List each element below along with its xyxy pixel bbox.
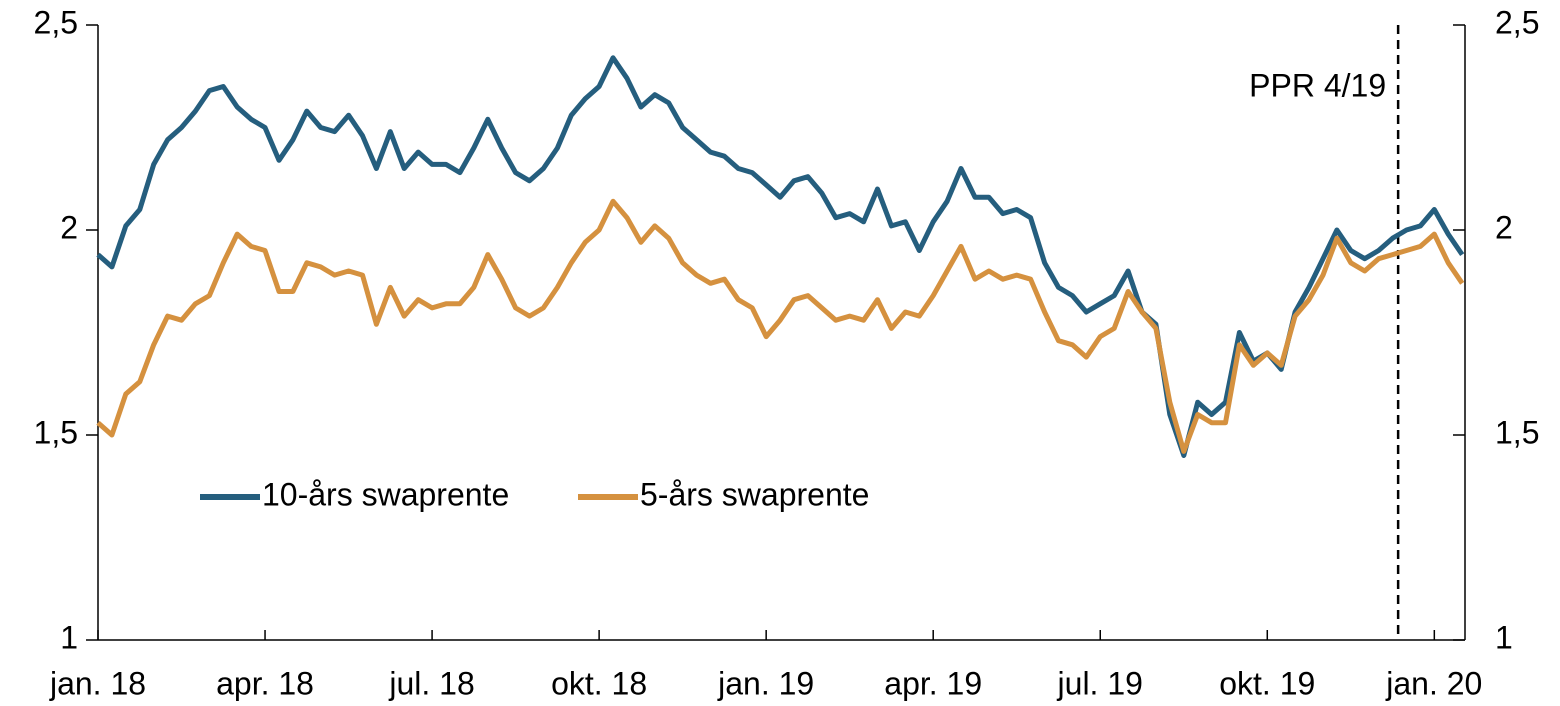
- y2-tick-label: 1: [1495, 619, 1513, 655]
- y2-tick-label: 1,5: [1495, 414, 1539, 450]
- legend-label: 10-års swaprente: [262, 476, 509, 512]
- x-tick-label: jul. 18: [388, 665, 474, 701]
- x-tick-label: okt. 18: [551, 665, 647, 701]
- x-tick-label: apr. 19: [884, 665, 982, 701]
- legend-label: 5-års swaprente: [640, 476, 869, 512]
- y2-tick-label: 2,5: [1495, 4, 1539, 40]
- x-tick-label: jan. 19: [717, 665, 814, 701]
- annotation-label: PPR 4/19: [1249, 67, 1386, 103]
- x-tick-label: jan. 20: [1385, 665, 1482, 701]
- y-tick-label: 1: [60, 619, 78, 655]
- x-tick-label: jan. 18: [49, 665, 146, 701]
- x-tick-label: jul. 19: [1057, 665, 1143, 701]
- y2-tick-label: 2: [1495, 209, 1513, 245]
- y-tick-label: 1,5: [34, 414, 78, 450]
- line-series: [96, 55, 1465, 458]
- y-tick-label: 2: [60, 209, 78, 245]
- y-tick-label: 2,5: [34, 4, 78, 40]
- x-tick-label: apr. 18: [216, 665, 314, 701]
- x-tick-label: okt. 19: [1219, 665, 1315, 701]
- line-series: [96, 198, 1465, 454]
